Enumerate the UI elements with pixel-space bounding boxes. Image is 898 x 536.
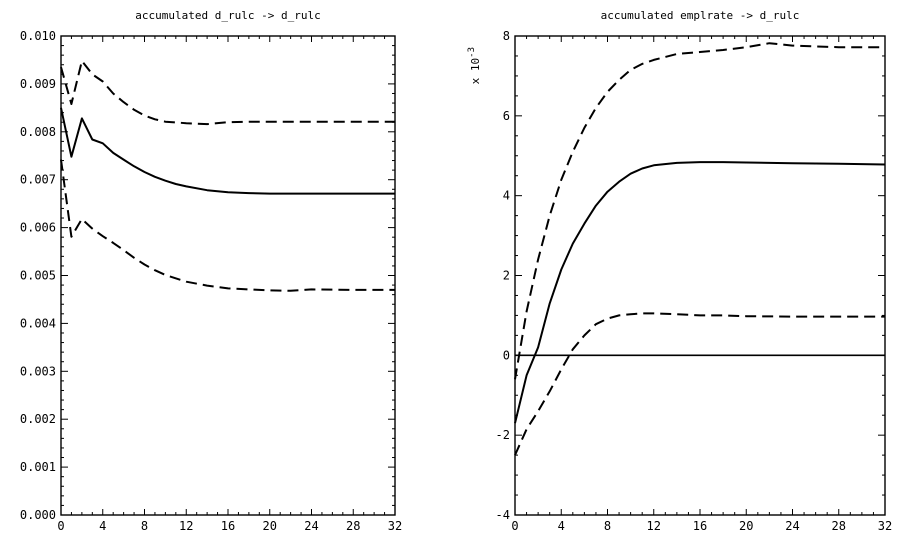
x-tick-label: 8 (141, 519, 148, 533)
y-tick-label: 0.009 (20, 77, 56, 91)
x-tick-label: 20 (263, 519, 277, 533)
plot-frame (60, 35, 396, 516)
x-tick-label: 32 (388, 519, 402, 533)
y-tick-label: 0.010 (20, 29, 56, 43)
y-tick-label: 4 (503, 189, 510, 203)
confidence-band-line (514, 42, 885, 380)
confidence-band-line (60, 159, 395, 292)
x-tick-label: 20 (739, 519, 753, 533)
x-tick-label: 12 (647, 519, 661, 533)
y-tick-label: 0.005 (20, 269, 56, 283)
x-tick-label: 24 (304, 519, 318, 533)
series-layer (514, 42, 886, 456)
y-scale-label: x 10-3 (467, 47, 482, 84)
y-tick-label: 0.003 (20, 364, 56, 378)
confidence-band-line (60, 59, 395, 126)
x-tick-label: 4 (558, 519, 565, 533)
x-tick-label: 28 (832, 519, 846, 533)
y-tick-label: 0.007 (20, 173, 56, 187)
x-tick-label: 32 (878, 519, 892, 533)
x-tick-label: 0 (511, 519, 518, 533)
y-tick-label: -4 (496, 508, 510, 522)
y-tick-label: 0.004 (20, 316, 56, 330)
tick-layer: 0 4 8 12 16 20 24 28 32 0.000 0.001 0.002 0.003 0.004… (20, 29, 402, 533)
y-scale-label-base: x 10 (469, 58, 482, 85)
confidence-band-line (514, 312, 885, 456)
y-tick-label: -2 (496, 428, 510, 442)
y-tick-label: 8 (503, 29, 510, 43)
y-tick-label: 0.008 (20, 125, 56, 139)
series-layer (60, 59, 395, 292)
y-tick-label: 0.001 (20, 460, 56, 474)
y-tick-label: 2 (503, 269, 510, 283)
y-tick-label: 0.002 (20, 412, 56, 426)
chart-left: accumulated d_rulc -> d_rulc 0 4 8 12 16 20 24… (20, 9, 402, 533)
y-tick-label: 0.000 (20, 508, 56, 522)
chart-right: accumulated emplrate -> d_rulc x 10-3 0 4… (467, 9, 892, 533)
response-line (60, 107, 395, 195)
y-tick-label: 0.006 (20, 221, 56, 235)
response-line (514, 161, 886, 424)
x-tick-label: 8 (604, 519, 611, 533)
y-scale-label-exponent: -3 (467, 47, 477, 58)
chart-title: accumulated d_rulc -> d_rulc (135, 9, 320, 22)
x-tick-label: 16 (221, 519, 235, 533)
chart-title: accumulated emplrate -> d_rulc (601, 9, 800, 22)
x-tick-label: 0 (57, 519, 64, 533)
plot-frame (514, 35, 886, 516)
x-tick-label: 24 (785, 519, 799, 533)
y-tick-label: 6 (503, 109, 510, 123)
x-tick-label: 16 (693, 519, 707, 533)
y-tick-label: 0 (503, 348, 510, 362)
x-tick-label: 4 (99, 519, 106, 533)
x-tick-label: 28 (346, 519, 360, 533)
x-tick-label: 12 (179, 519, 193, 533)
